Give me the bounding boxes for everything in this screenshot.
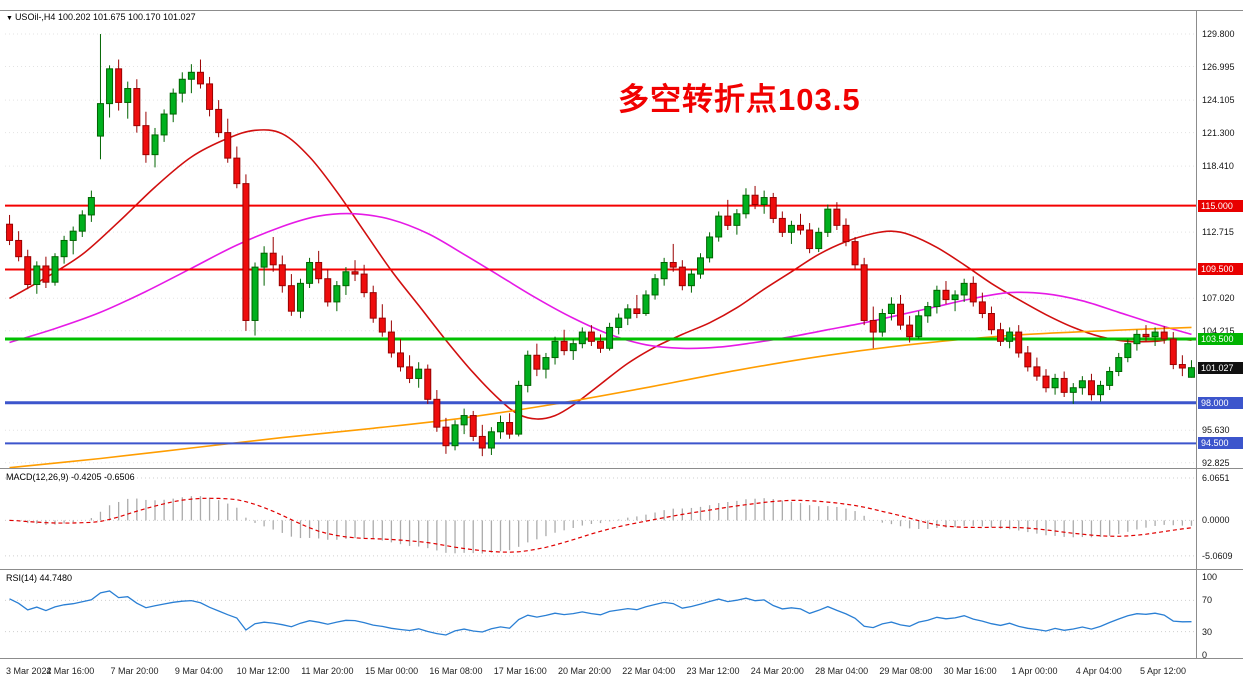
price-grid-label: 118.410 [1202, 161, 1234, 172]
hline-price-label: 94.500 [1198, 437, 1243, 450]
time-axis-label: 24 Mar 20:00 [750, 666, 804, 676]
macd-indicator-label: MACD(12,26,9) -0.4205 -0.6506 [6, 472, 135, 482]
time-axis[interactable]: 3 Mar 2022 4 Mar 16:00 7 Mar 20:00 9 Mar 04… [0, 659, 1196, 683]
price-grid-label: 112.715 [1202, 227, 1234, 238]
price-grid-label: 95.630 [1202, 425, 1230, 436]
symbol-ohlc-text: USOil-,H4 100.202 101.675 100.170 101.02… [14, 12, 196, 22]
macd-signal-line [9, 497, 1192, 553]
time-axis-label: 28 Mar 04:00 [815, 666, 869, 676]
time-axis-label: 1 Apr 00:00 [1011, 666, 1058, 676]
hline-price-label: 103.500 [1198, 333, 1243, 346]
macd-axis-label: 6.0651 [1202, 472, 1230, 483]
macd-panel[interactable] [5, 477, 1196, 557]
time-axis-label: 29 Mar 08:00 [879, 666, 933, 676]
symbol-info: ▼ USOil-,H4 100.202 101.675 100.170 101.0… [6, 12, 196, 22]
time-axis-label: 5 Apr 12:00 [1139, 666, 1187, 676]
hline-price-label: 98.000 [1198, 396, 1243, 409]
price-axis[interactable]: 129.800 126.995 124.105 121.300 118.410 112.7… [1197, 0, 1243, 693]
macd-axis-label: -5.0609 [1202, 550, 1233, 561]
rsi-axis-label: 30 [1202, 626, 1213, 637]
ma-red [9, 129, 1192, 420]
time-axis-label: 20 Mar 20:00 [557, 666, 612, 676]
price-grid-label: 126.995 [1202, 61, 1235, 72]
price-grid-label: 92.825 [1202, 457, 1230, 468]
time-axis-label: 4 Mar 16:00 [46, 666, 95, 676]
time-axis-label: 4 Apr 04:00 [1075, 666, 1122, 676]
rsi-panel[interactable] [5, 590, 1196, 636]
rsi-axis-label: 70 [1202, 595, 1213, 606]
candles-series[interactable] [6, 34, 1195, 457]
time-axis-label: 3 Mar 2022 [6, 666, 52, 676]
time-axis-label: 16 Mar 08:00 [429, 666, 483, 676]
time-axis-label: 10 Mar 12:00 [236, 666, 290, 676]
horizontal-lines[interactable] [5, 204, 1196, 445]
time-axis-label: 9 Mar 04:00 [174, 666, 223, 676]
price-grid-label: 121.300 [1202, 127, 1235, 138]
current-price-label: 101.027 [1198, 361, 1243, 374]
rsi-axis-label: 0 [1202, 650, 1208, 660]
chart-annotation: 多空转折点103.5 [618, 82, 861, 117]
symbol-dropdown-icon: ▼ [6, 15, 13, 22]
rsi-line [9, 590, 1192, 636]
macd-axis-label: 0.0000 [1202, 515, 1230, 526]
price-axis-border [1196, 10, 1197, 659]
time-axis-label: 30 Mar 16:00 [943, 666, 997, 676]
time-axis-label: 7 Mar 20:00 [110, 666, 159, 676]
time-axis-label: 22 Mar 04:00 [622, 666, 676, 676]
main-macd-separator[interactable] [0, 468, 1243, 469]
hline-price-label: 109.500 [1198, 263, 1243, 276]
time-axis-label: 17 Mar 16:00 [493, 666, 547, 676]
hline-price-label: 115.000 [1198, 199, 1243, 212]
time-axis-label: 11 Mar 20:00 [301, 666, 354, 676]
macd-rsi-separator[interactable] [0, 569, 1243, 570]
time-axis-label: 15 Mar 00:00 [365, 666, 419, 676]
price-grid-label: 107.020 [1202, 293, 1235, 304]
price-grid-label: 104.215 [1202, 325, 1235, 336]
rsi-bottom-separator [0, 658, 1243, 659]
ma-magenta [9, 212, 1192, 350]
price-grid-label: 124.105 [1202, 95, 1235, 106]
price-grid-label: 129.800 [1202, 29, 1235, 40]
rsi-axis-label: 100 [1202, 572, 1218, 582]
rsi-indicator-label: RSI(14) 44.7480 [6, 573, 73, 583]
top-border [0, 10, 1243, 11]
time-axis-label: 23 Mar 12:00 [686, 666, 740, 676]
